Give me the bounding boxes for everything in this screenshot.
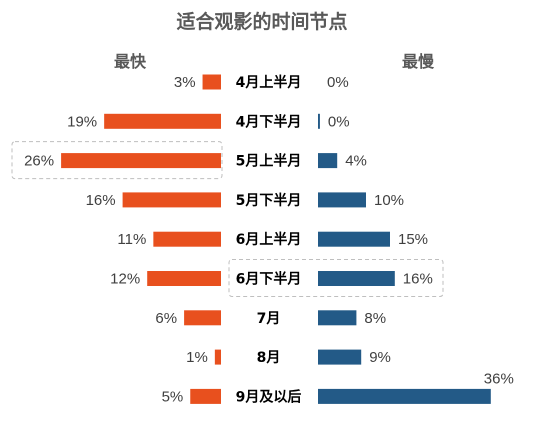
slowest-value-label: 16%: [403, 271, 433, 288]
fastest-value-label: 3%: [174, 74, 196, 91]
category-label: 8月: [257, 350, 281, 366]
slowest-bar: [318, 388, 491, 404]
slowest-value-label: 8%: [364, 310, 386, 327]
category-labels: 4月上半月 4月下半月 5月上半月 5月下半月 6月上半月 6月下半月 7月 8月 9月及以后: [236, 74, 302, 405]
fastest-bar: [104, 113, 221, 129]
fastest-bar: [122, 192, 221, 208]
category-label: 5月下半月: [236, 192, 302, 209]
fastest-value-label: 19%: [67, 113, 97, 130]
slowest-bar: [318, 231, 390, 247]
fastest-value-label: 1%: [186, 349, 208, 366]
fastest-value-label: 12%: [110, 271, 140, 288]
fastest-bar: [214, 349, 221, 365]
fastest-bar: [190, 388, 221, 404]
slowest-bar: [318, 310, 357, 326]
slowest-header: 最慢: [402, 52, 435, 71]
slowest-bar: [318, 271, 395, 286]
slowest-value-label: 4%: [345, 153, 367, 170]
category-label: 4月上半月: [236, 74, 302, 91]
category-label: 6月下半月: [236, 271, 302, 288]
fastest-value-label: 11%: [117, 231, 146, 248]
slowest-bar: [318, 349, 362, 365]
category-label: 9月及以后: [236, 388, 302, 405]
fastest-bar: [202, 74, 221, 90]
category-label: 7月: [257, 311, 281, 327]
slowest-value-label: 15%: [398, 231, 428, 248]
fastest-value-label: 5%: [162, 388, 184, 405]
slowest-bar: [318, 192, 366, 208]
fastest-bar: [61, 153, 221, 169]
highlight-boxes: [11, 141, 444, 297]
slowest-value-label: 0%: [328, 113, 350, 130]
category-label: 6月上半月: [236, 231, 302, 248]
fastest-bar: [153, 231, 221, 247]
slowest-value-label: 0%: [327, 74, 349, 91]
slowest-value-label: 10%: [374, 192, 404, 209]
highlight-box: [11, 141, 223, 180]
fastest-value-label: 26%: [24, 153, 54, 170]
slowest-series: 0% 0% 4% 10% 15% 16% 8% 9% 36%: [318, 74, 514, 404]
category-label: 4月下半月: [236, 113, 302, 130]
chart-title: 适合观影的时间节点: [176, 10, 347, 33]
slowest-value-label: 9%: [369, 349, 391, 366]
category-label: 5月上半月: [236, 153, 302, 170]
fastest-bar: [184, 310, 221, 326]
highlight-box: [228, 259, 444, 297]
fastest-value-label: 16%: [86, 192, 116, 209]
fastest-series: 3% 19% 26% 16% 11% 12% 6% 1% 5%: [24, 74, 221, 405]
slowest-bar: [318, 113, 320, 129]
slowest-value-label: 36%: [484, 370, 514, 387]
fastest-header: 最快: [114, 52, 147, 71]
fastest-bar: [147, 271, 221, 286]
fastest-value-label: 6%: [155, 310, 177, 327]
slowest-bar: [318, 153, 338, 169]
